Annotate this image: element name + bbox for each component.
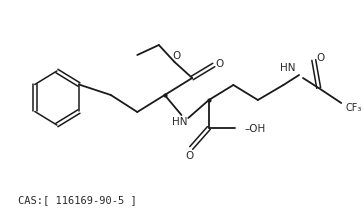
Text: CAS:[ 116169-90-5 ]: CAS:[ 116169-90-5 ]: [17, 195, 136, 205]
Text: O: O: [173, 51, 181, 61]
Text: O: O: [185, 151, 193, 161]
Text: –OH: –OH: [244, 124, 265, 134]
Text: O: O: [317, 53, 325, 63]
Text: HN: HN: [172, 117, 187, 127]
Text: CF₃: CF₃: [345, 103, 361, 113]
Text: O: O: [215, 59, 224, 69]
Text: HN: HN: [280, 63, 295, 73]
